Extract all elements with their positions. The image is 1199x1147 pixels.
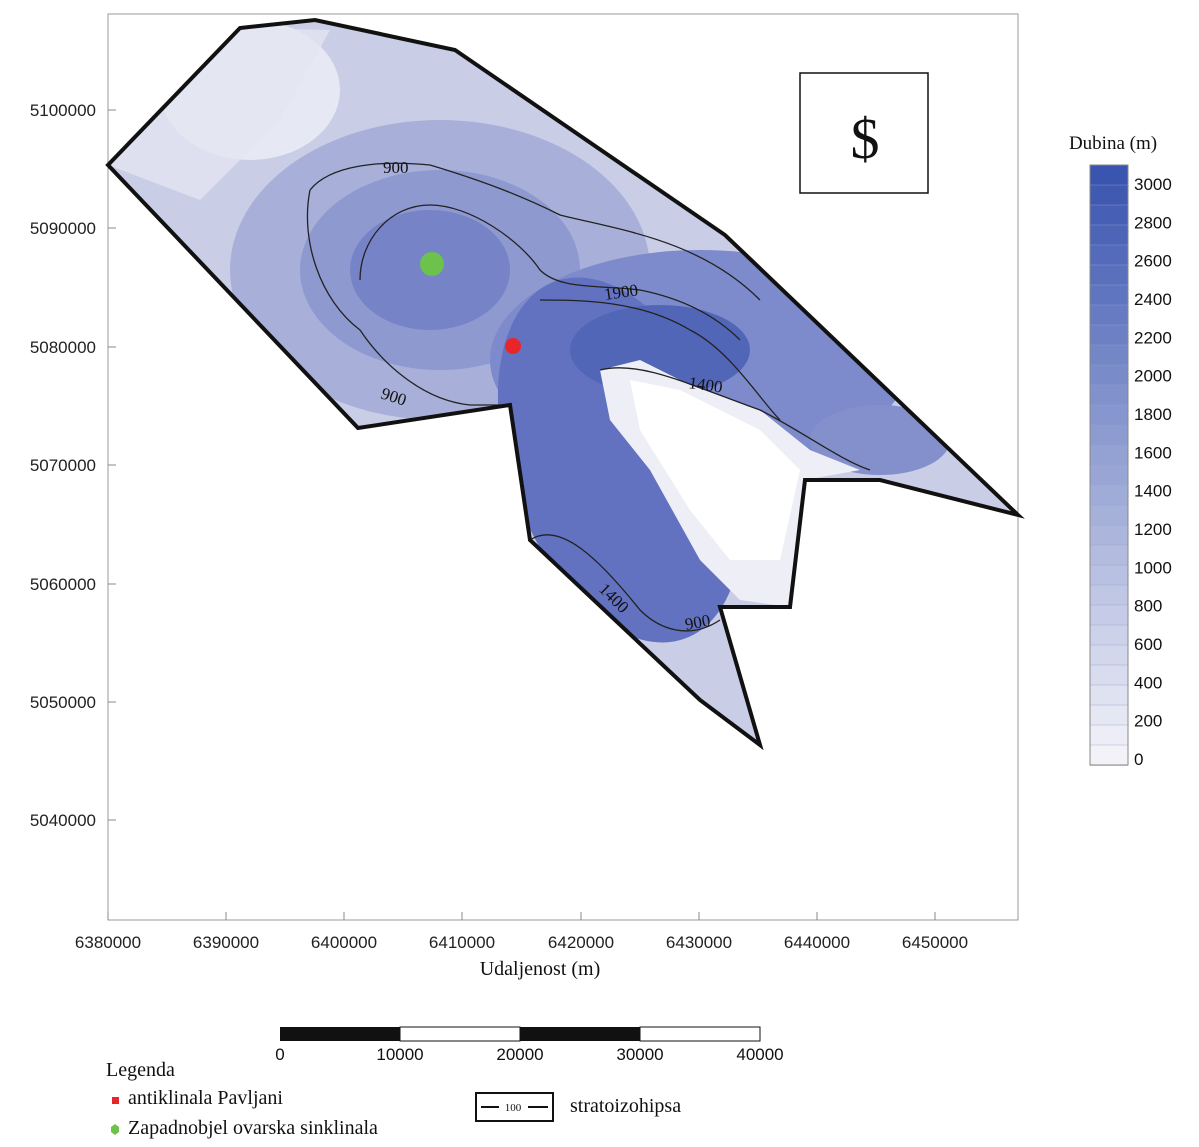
- colorbar-cell: [1089, 324, 1129, 346]
- contour-label: 900: [383, 158, 409, 177]
- colorbar-cell: [1089, 684, 1129, 706]
- contour-legend-sample: 100: [505, 1102, 522, 1114]
- colorbar-tick-label: 200: [1134, 712, 1162, 731]
- contour-lines: [306, 162, 871, 632]
- y-tick-label: 5050000: [30, 693, 96, 712]
- colorbar-tick-label: 400: [1134, 673, 1162, 692]
- y-tick-label: 5100000: [30, 101, 96, 120]
- x-tick-label: 6420000: [548, 933, 614, 952]
- y-tick-label: 5090000: [30, 219, 96, 238]
- study-area-boundary: [105, 17, 1025, 751]
- colorbar-tick-label: 0: [1134, 750, 1143, 769]
- colorbar-cell: [1089, 424, 1129, 446]
- colorbar-tick-label: 2200: [1134, 328, 1172, 347]
- colorbar-tick-label: 600: [1134, 635, 1162, 654]
- colorbar-cell: [1089, 524, 1129, 546]
- legend-red-icon: [112, 1097, 119, 1104]
- colorbar-cell: [1089, 484, 1129, 506]
- colorbar-cell: [1089, 564, 1129, 586]
- colorbar-tick-label: 1400: [1134, 482, 1172, 501]
- colorbar-tick-label: 2800: [1134, 213, 1172, 232]
- x-tick-label: 6400000: [311, 933, 377, 952]
- colorbar-cell: [1089, 464, 1129, 486]
- legend-item-anticline: antiklinala Pavljani: [128, 1087, 283, 1109]
- scalebar-label: 20000: [496, 1045, 543, 1064]
- scalebar-label: 10000: [376, 1045, 423, 1064]
- colorbar-tick-label: 1200: [1134, 520, 1172, 539]
- contour-label: 1400: [687, 373, 723, 397]
- colorbar-cell: [1089, 384, 1129, 406]
- colorbar-cell: [1089, 664, 1129, 686]
- legend-title: Legenda: [106, 1059, 175, 1081]
- colorbar-cell: [1089, 544, 1129, 566]
- colorbar-cell: [1089, 604, 1129, 626]
- colorbar-cell: [1089, 504, 1129, 526]
- x-axis-title: Udaljenost (m): [480, 958, 601, 980]
- y-tick-label: 5040000: [30, 811, 96, 830]
- colorbar-tick-label: 3000: [1134, 175, 1172, 194]
- y-tick-label: 5080000: [30, 338, 96, 357]
- colorbar-tick-label: 2000: [1134, 367, 1172, 386]
- contour-label: 1900: [603, 280, 639, 304]
- colorbar-cell: [1089, 344, 1129, 366]
- y-tick-label: 5070000: [30, 456, 96, 475]
- north-symbol-box: [799, 72, 929, 194]
- anticline-marker: [505, 338, 521, 354]
- colorbar-cell: [1089, 724, 1129, 746]
- colorbar-tick-label: 2400: [1134, 290, 1172, 309]
- colorbar-cell: [1089, 224, 1129, 246]
- contour-label: 900: [683, 611, 711, 634]
- x-tick-label: 6430000: [666, 933, 732, 952]
- legend-contour-label: stratoizohipsa: [570, 1095, 682, 1117]
- scalebar-label: 30000: [616, 1045, 663, 1064]
- colorbar-cell: [1089, 744, 1129, 766]
- colorbar-tick-label: 2600: [1134, 252, 1172, 271]
- syncline-marker: [420, 252, 444, 276]
- x-tick-label: 6380000: [75, 933, 141, 952]
- north-arrow-icon: $: [851, 106, 880, 171]
- colorbar-cell: [1089, 304, 1129, 326]
- colorbar-cell: [1089, 584, 1129, 606]
- colorbar-cell: [1089, 404, 1129, 426]
- colorbar-cell: [1089, 444, 1129, 466]
- legend-green-icon: [111, 1124, 119, 1135]
- colorbar-cell: [1089, 624, 1129, 646]
- colorbar-tick-label: 800: [1134, 597, 1162, 616]
- x-tick-label: 6440000: [784, 933, 850, 952]
- y-tick-label: 5060000: [30, 575, 96, 594]
- colorbar-cell: [1089, 264, 1129, 286]
- colorbar-tick-label: 1000: [1134, 558, 1172, 577]
- scalebar-label: 40000: [736, 1045, 783, 1064]
- scale-bar: [280, 1026, 761, 1042]
- colorbar: [1089, 164, 1129, 766]
- colorbar-cell: [1089, 184, 1129, 206]
- legend-item-syncline: Zapadnobjel ovarska sinklinala: [128, 1117, 378, 1139]
- colorbar-cell: [1089, 704, 1129, 726]
- colorbar-cell: [1089, 284, 1129, 306]
- colorbar-cell: [1089, 644, 1129, 666]
- colorbar-cell: [1089, 164, 1129, 186]
- x-tick-label: 6410000: [429, 933, 495, 952]
- colorbar-tick-label: 1800: [1134, 405, 1172, 424]
- scalebar-label: 0: [275, 1045, 284, 1064]
- colorbar-cell: [1089, 244, 1129, 266]
- colorbar-cell: [1089, 204, 1129, 226]
- colorbar-title: Dubina (m): [1069, 133, 1157, 154]
- colorbar-cell: [1089, 364, 1129, 386]
- x-tick-label: 6390000: [193, 933, 259, 952]
- x-tick-label: 6450000: [902, 933, 968, 952]
- colorbar-tick-label: 1600: [1134, 443, 1172, 462]
